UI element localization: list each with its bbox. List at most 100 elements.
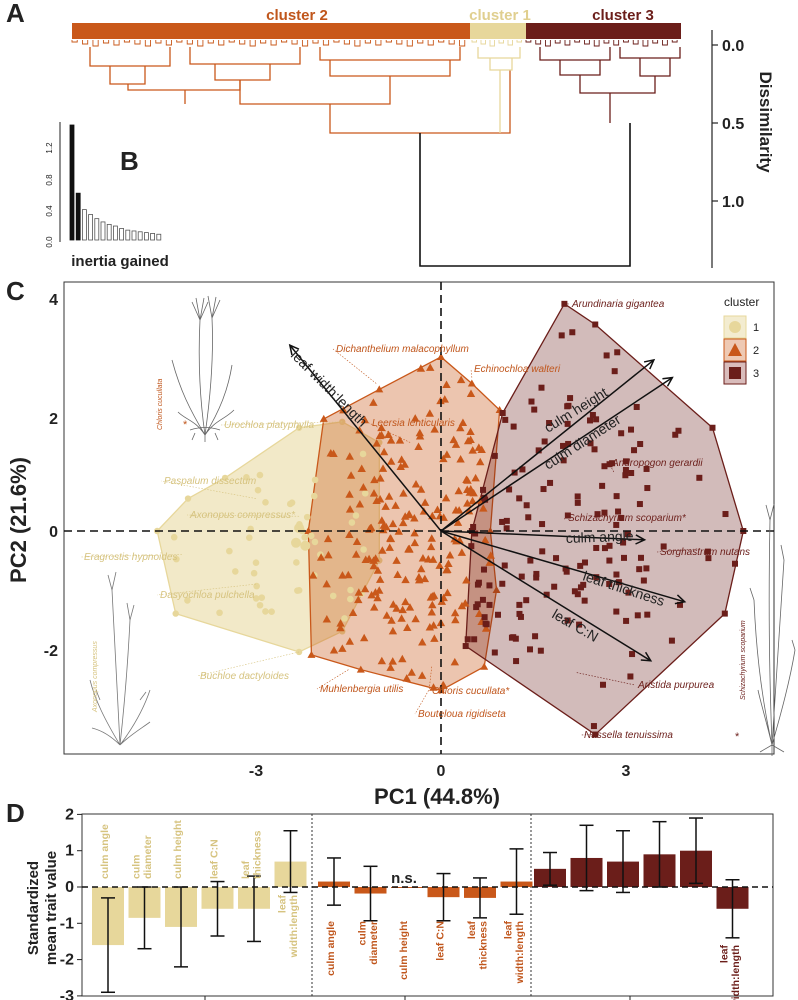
cluster-2-point [370, 603, 379, 611]
cluster-1-point [311, 476, 319, 484]
cluster-2-point [404, 544, 413, 553]
cluster-2-point [381, 502, 390, 510]
inertia-tick-0-8: 0.8 [45, 174, 54, 186]
dendrogram-branch [535, 40, 542, 45]
cluster-3-point [675, 427, 682, 434]
cluster-1-point [293, 559, 300, 566]
cluster-2-point [401, 575, 410, 584]
inertia-bar [113, 225, 118, 241]
species-label: Chloris cucullata* [432, 686, 510, 697]
cluster-2-point [346, 471, 356, 479]
dendrogram-branch [480, 40, 486, 45]
cluster-3-point [581, 597, 588, 604]
pc2-axis-title: PC2 (21.6%) [6, 457, 31, 583]
cluster-2-point [360, 415, 370, 424]
cluster-3-point [722, 511, 729, 518]
inertia-bar [156, 233, 162, 241]
pc2-tick-4: 4 [49, 292, 58, 309]
cluster-3-point [527, 646, 534, 653]
cluster-2-point [385, 543, 394, 551]
cluster-2-point [462, 575, 471, 584]
inertia-tick-1-2: 1.2 [45, 142, 54, 154]
species-leader-line [220, 421, 343, 426]
cluster-2-point [456, 423, 465, 432]
cluster-2-point [338, 644, 347, 652]
dendrogram-branch [291, 40, 298, 45]
dendrogram-branch [71, 40, 78, 43]
cluster-2-point [355, 499, 365, 508]
dendrogram-branch [197, 40, 204, 47]
cluster-3-point [551, 583, 558, 590]
cluster-2-point [463, 499, 472, 507]
cluster-2-point [359, 633, 369, 642]
cluster-2-point [469, 488, 478, 497]
schizachyrium-illustration [749, 503, 796, 756]
trait-y-tick-label: 0 [65, 879, 74, 896]
cluster-1-point [360, 546, 367, 553]
dendrogram-branch [584, 40, 590, 45]
cluster-3-point [611, 368, 618, 375]
cluster-2-point [442, 450, 452, 458]
dendrogram-branch [165, 40, 172, 46]
cluster-1-point [300, 540, 311, 551]
cluster-2-point [454, 506, 464, 514]
cluster-2-point [439, 454, 448, 463]
vector-label: culm angle [566, 528, 634, 546]
cluster-3-point [574, 591, 581, 598]
cluster-3-point [567, 395, 574, 402]
cluster-1-point [352, 512, 360, 519]
trait-bar-label: leafthickness [466, 920, 490, 969]
cluster-3-point [562, 565, 569, 572]
dendrogram-branch [623, 40, 629, 43]
trait-bar-label: culm angle [541, 895, 553, 950]
panel-d: D 2 1 0 -1 -2 -3 n.s. Standardized mean trait… [6, 798, 774, 1000]
cluster-2-point [416, 364, 426, 372]
inertia-bar [137, 231, 143, 241]
cluster-3-point [672, 431, 679, 438]
dendrogram-branch [438, 40, 445, 43]
cluster-2-point [426, 542, 436, 551]
cluster-3-point [622, 466, 629, 473]
dendrogram-branch [459, 40, 466, 47]
cluster-3-point [593, 544, 600, 551]
dendrogram-branch [516, 40, 522, 43]
cluster-3-point [480, 566, 487, 573]
cluster-3-point [590, 723, 597, 730]
cluster-2-point [392, 556, 401, 564]
cluster-2-point [391, 501, 400, 509]
cluster-3-point [625, 589, 632, 596]
dendrogram-branch [155, 40, 162, 44]
cluster-2-point [445, 550, 455, 559]
cluster-1-point [301, 533, 308, 541]
dendrogram-branch [123, 40, 131, 43]
trait-bar-label: culm height [398, 920, 410, 979]
dendrogram-branch [176, 40, 183, 43]
cluster-3-point [580, 581, 587, 588]
cluster-3-point [589, 411, 596, 418]
cluster-2-point [410, 538, 420, 547]
species-label: Dichanthelium malacophyllum [336, 344, 469, 355]
cluster-1-point [347, 586, 354, 594]
trait-bar-label: culmdiameter [356, 921, 380, 965]
cluster-3-point [613, 608, 620, 615]
dendrogram-branch [545, 40, 551, 47]
cluster-3-point [615, 508, 622, 515]
cluster-2-point [428, 600, 437, 609]
cluster-2-point [386, 663, 395, 671]
cluster-2-point [458, 418, 468, 426]
cluster-1-point [173, 555, 180, 563]
cluster-3-point [594, 511, 601, 518]
cluster-1-point [359, 450, 367, 458]
dendrogram-branch [385, 40, 392, 43]
legend-label-1: 1 [753, 322, 759, 334]
cluster-2-point [418, 638, 427, 646]
trait-axis-title-line1: Standardized [25, 861, 42, 955]
species-label: Schizachyrium scoparium* [568, 513, 687, 524]
cluster-3-point [732, 560, 739, 567]
trait-y-tick-label: -3 [60, 988, 74, 1000]
trait-bar-label: culmdiameter [130, 835, 154, 879]
trait-bar-label: leaf C:N [435, 921, 447, 961]
cluster-2-point [396, 462, 405, 470]
cluster-3-point [525, 514, 532, 521]
